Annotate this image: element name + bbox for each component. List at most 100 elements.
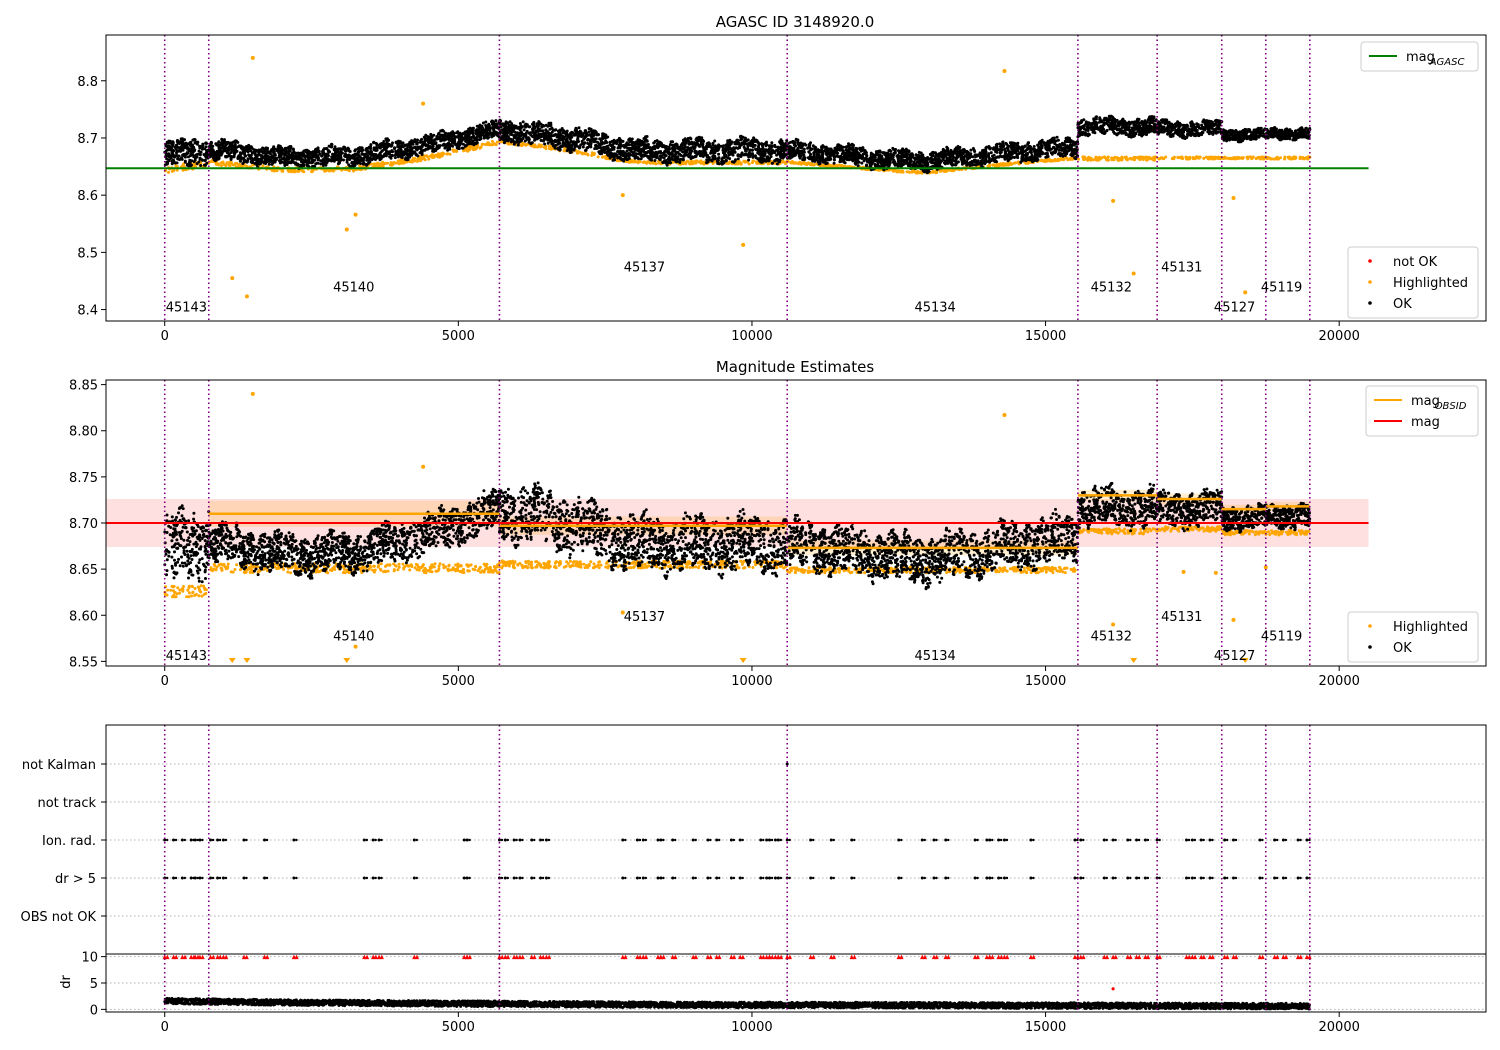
agasc-ok-point bbox=[284, 146, 288, 150]
agasc-ok-point bbox=[693, 145, 697, 149]
agasc-ok-point bbox=[667, 150, 671, 154]
agasc-highlight-point bbox=[636, 160, 640, 164]
agasc-ok-point bbox=[671, 140, 675, 144]
agasc-ok-point bbox=[677, 152, 681, 156]
agasc-highlight-point bbox=[1148, 156, 1152, 160]
agasc-ok-point bbox=[484, 124, 488, 127]
agasc-ok-point bbox=[558, 128, 562, 132]
agasc-highlight-point bbox=[1106, 155, 1110, 159]
agasc-ok-point bbox=[566, 146, 570, 150]
agasc-highlight-point bbox=[699, 161, 703, 165]
agasc-ok-point bbox=[502, 127, 506, 131]
agasc-ok-point bbox=[267, 162, 271, 166]
agasc-ok-point bbox=[323, 159, 326, 163]
agasc-ok-point bbox=[427, 146, 431, 150]
agasc-ok-point bbox=[180, 157, 184, 161]
agasc-ok-point bbox=[738, 154, 742, 158]
agasc-ok-point bbox=[275, 158, 279, 161]
agasc-ok-point bbox=[698, 154, 702, 158]
agasc-ok-point bbox=[332, 148, 336, 152]
agasc-highlight-point bbox=[1004, 162, 1008, 166]
agasc-ok-point bbox=[485, 135, 489, 139]
agasc-ok-point bbox=[570, 148, 574, 151]
agasc-ok-point bbox=[632, 141, 636, 145]
agasc-ok-point bbox=[471, 134, 475, 138]
agasc-highlight-point bbox=[225, 161, 229, 165]
agasc-ok-point bbox=[375, 142, 379, 146]
agasc-ok-point bbox=[212, 153, 216, 157]
agasc-ok-point bbox=[717, 152, 721, 156]
agasc-ok-point bbox=[244, 145, 248, 149]
agasc-ok-point bbox=[222, 139, 226, 143]
agasc-ok-point bbox=[726, 139, 730, 143]
agasc-ok-point bbox=[259, 154, 263, 157]
agasc-ok-point bbox=[165, 162, 169, 166]
panel-agasc-title: AGASC ID 3148920.0 bbox=[716, 13, 875, 31]
agasc-ok-point bbox=[705, 144, 708, 148]
agasc-ok-point bbox=[434, 137, 438, 141]
agasc-highlight-point bbox=[1069, 157, 1073, 161]
agasc-ok-point bbox=[518, 131, 522, 135]
agasc-ok-point bbox=[179, 145, 183, 149]
agasc-ok-point bbox=[322, 147, 326, 151]
agasc-ok-point bbox=[781, 146, 785, 150]
agasc-highlight-point bbox=[468, 148, 472, 151]
agasc-ok-point bbox=[640, 154, 644, 158]
agasc-highlight-point bbox=[1054, 159, 1058, 163]
agasc-highlight-point bbox=[492, 142, 496, 146]
agasc-highlight-point bbox=[802, 160, 806, 164]
agasc-ok-point bbox=[385, 140, 389, 144]
agasc-highlight-point bbox=[1245, 155, 1249, 159]
agasc-highlight-point bbox=[377, 164, 380, 168]
agasc-ok-point bbox=[432, 133, 436, 137]
agasc-ok-point bbox=[478, 127, 482, 130]
agasc-ok-point bbox=[361, 162, 365, 166]
agasc-ok-point bbox=[177, 154, 181, 158]
agasc-highlight-point bbox=[583, 152, 587, 156]
agasc-ok-point bbox=[673, 157, 677, 161]
agasc-ok-point bbox=[588, 138, 592, 142]
agasc-highlight-point bbox=[381, 164, 385, 168]
agasc-ok-point bbox=[505, 133, 509, 136]
agasc-ok-point bbox=[411, 140, 415, 144]
agasc-ok-point bbox=[577, 126, 581, 130]
agasc-ok-point bbox=[465, 143, 469, 147]
agasc-ok-point bbox=[369, 151, 373, 155]
agasc-ok-point bbox=[584, 149, 587, 152]
agasc-ok-point bbox=[339, 147, 343, 151]
agasc-highlight-point bbox=[423, 158, 427, 162]
agasc-ok-point bbox=[614, 140, 618, 144]
agasc-ok-point bbox=[693, 149, 697, 153]
agasc-ok-point bbox=[199, 150, 203, 154]
agasc-ok-point bbox=[330, 155, 334, 159]
agasc-highlight-point bbox=[1103, 156, 1107, 160]
agasc-ok-point bbox=[170, 154, 174, 158]
agasc-ok-point bbox=[747, 151, 751, 155]
agasc-ok-point bbox=[553, 146, 557, 150]
agasc-ok-point bbox=[779, 138, 783, 142]
agasc-highlight-point bbox=[1254, 157, 1258, 161]
agasc-ok-point bbox=[645, 154, 649, 158]
agasc-highlight-point bbox=[421, 157, 425, 161]
agasc-ok-point bbox=[189, 149, 193, 153]
agasc-ok-point bbox=[195, 142, 199, 146]
agasc-ok-point bbox=[632, 154, 636, 158]
agasc-ok-point bbox=[353, 149, 357, 153]
agasc-ok-point bbox=[299, 151, 303, 155]
agasc-ok-point bbox=[755, 139, 759, 143]
agasc-highlight-point bbox=[657, 161, 661, 165]
agasc-highlight-point bbox=[1292, 155, 1296, 159]
agasc-ok-point bbox=[288, 154, 292, 158]
agasc-highlight-point bbox=[795, 161, 799, 165]
agasc-ok-point bbox=[673, 153, 677, 157]
agasc-ok-point bbox=[215, 143, 219, 147]
agasc-ok-point bbox=[775, 153, 779, 157]
agasc-ok-point bbox=[732, 160, 736, 164]
agasc-highlight-point bbox=[728, 160, 731, 164]
agasc-highlight-point bbox=[837, 163, 841, 167]
agasc-highlight-point bbox=[1188, 155, 1192, 159]
agasc-ok-point bbox=[424, 133, 428, 137]
agasc-ok-point bbox=[187, 164, 191, 167]
agasc-highlight-point bbox=[1092, 158, 1095, 162]
agasc-ok-point bbox=[365, 162, 369, 166]
